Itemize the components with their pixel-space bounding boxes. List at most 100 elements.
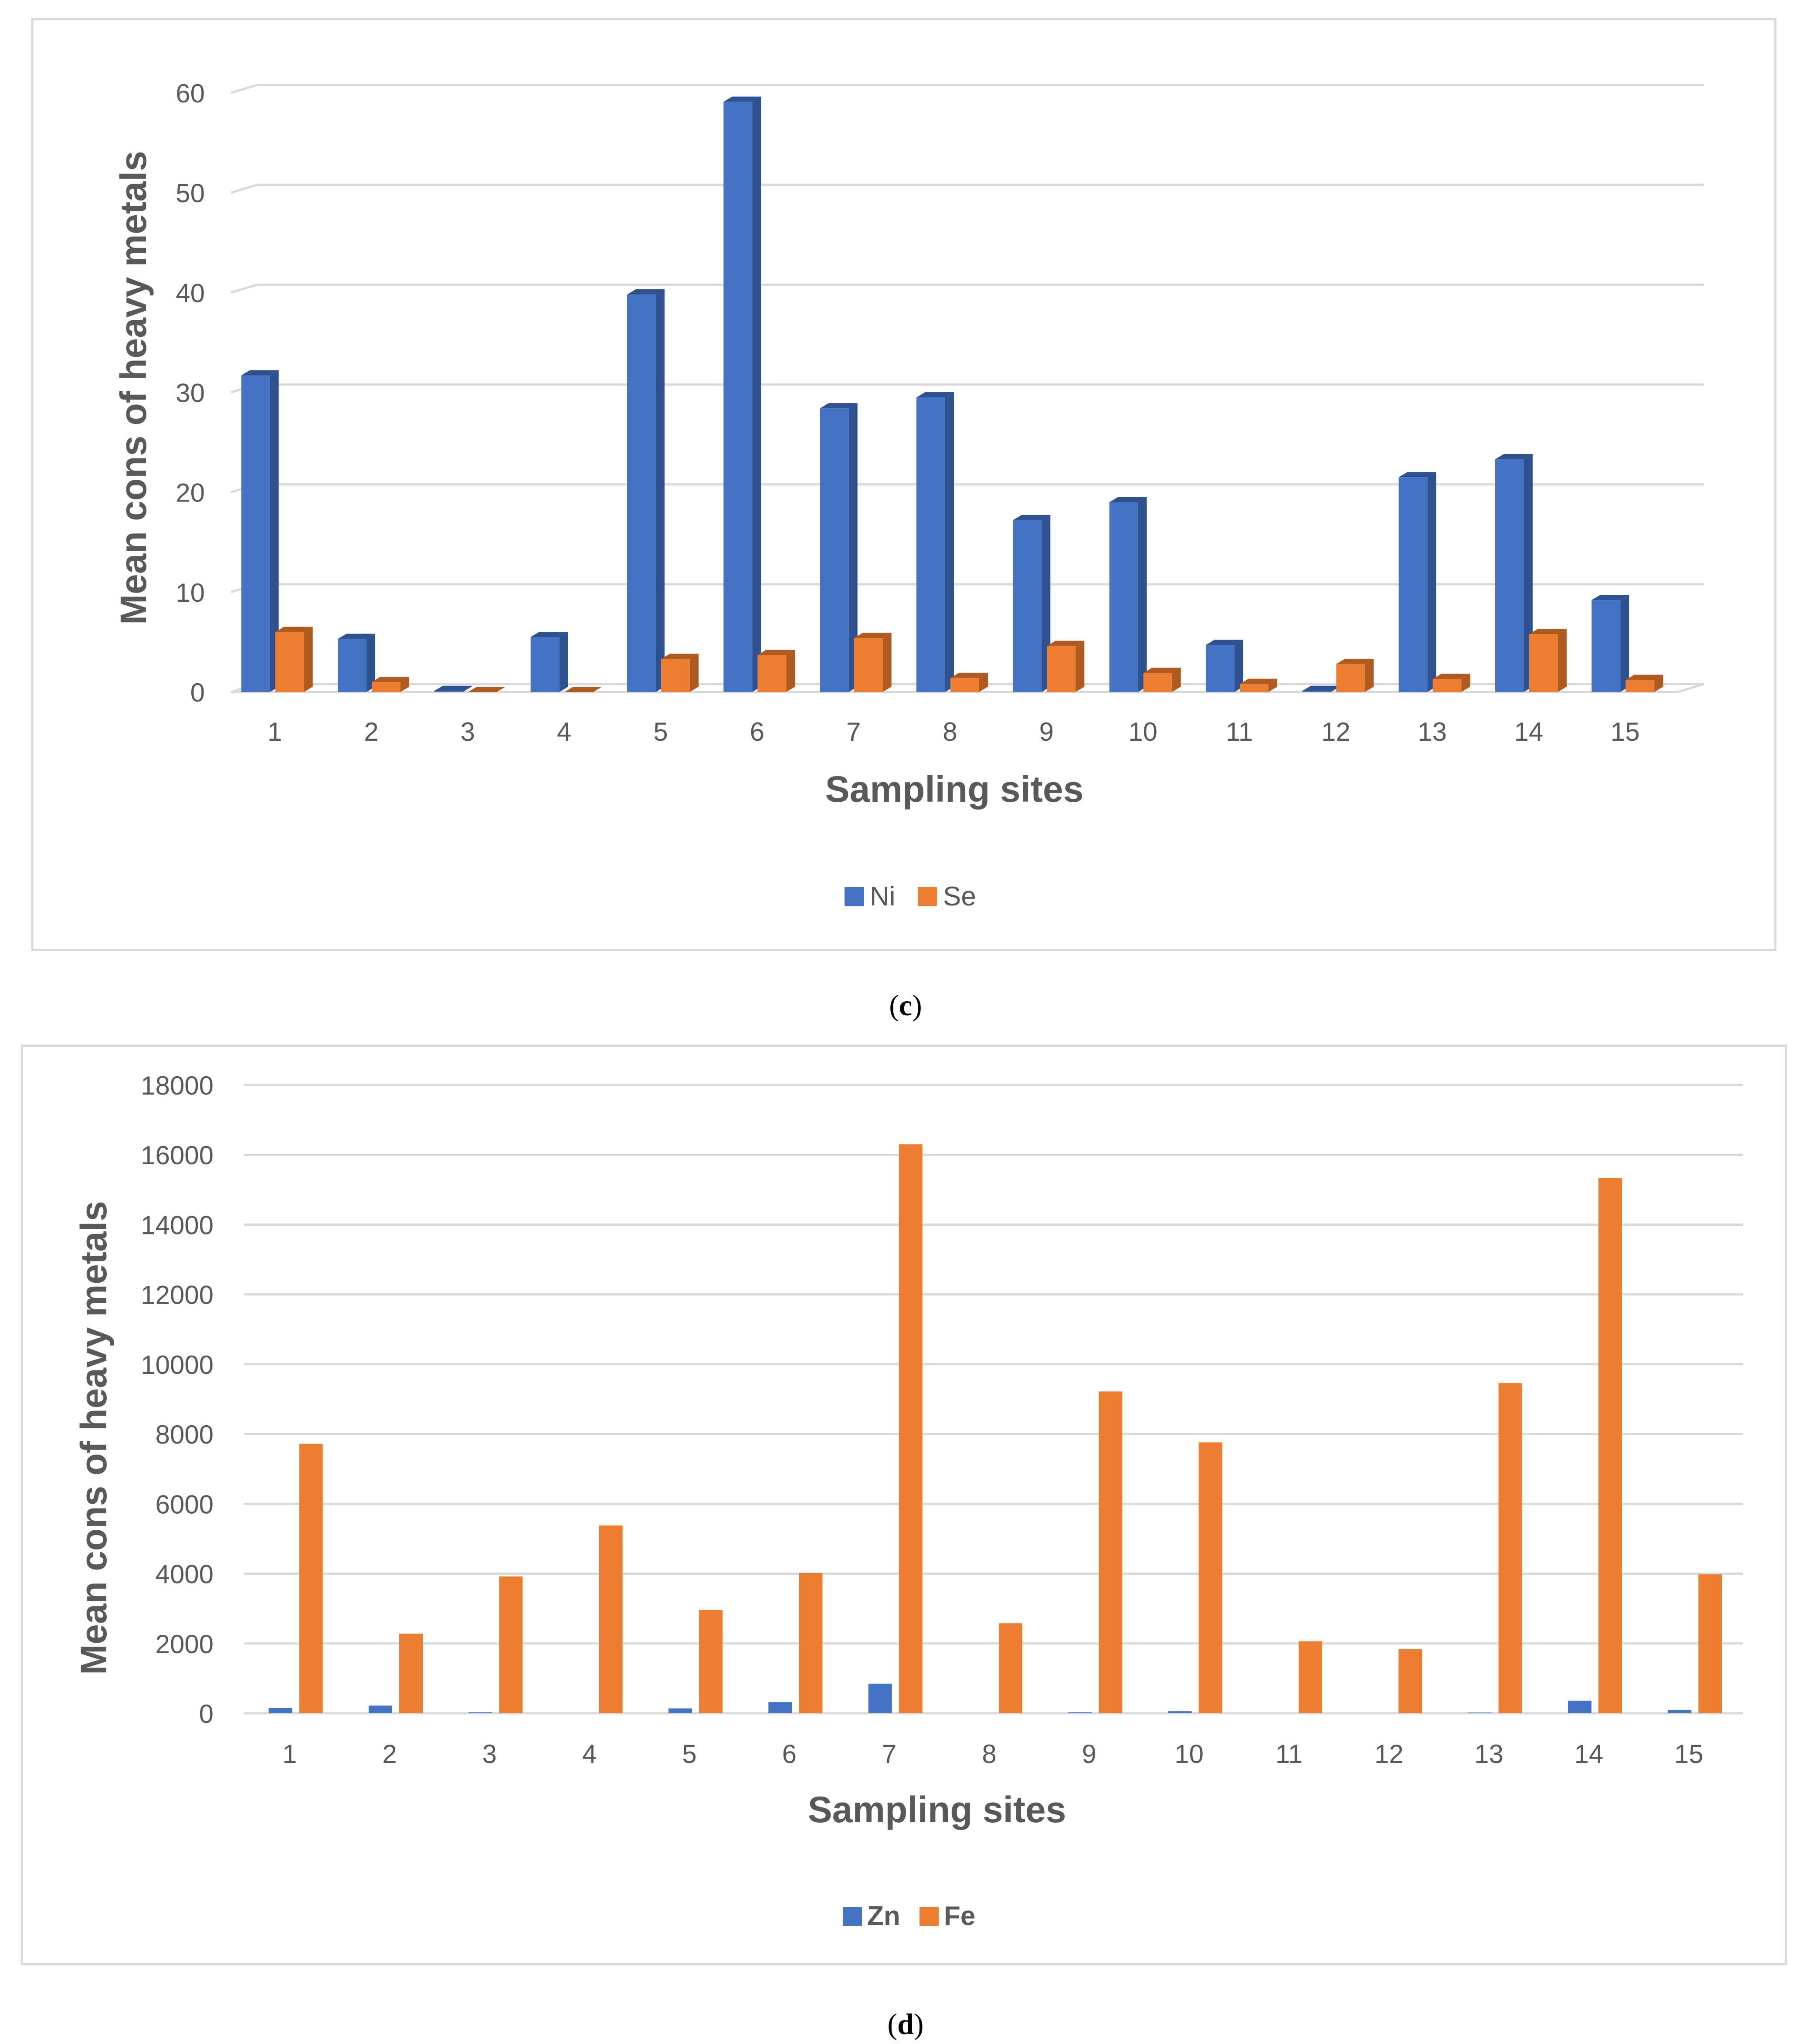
- x-tick-c-4: 4: [557, 717, 571, 746]
- gridline-c-50-slant: [231, 183, 258, 194]
- bar-c-front: [530, 637, 560, 692]
- bar-c-front: [1495, 459, 1524, 692]
- caption-d-close: ): [914, 2007, 924, 2041]
- bar-c-top: [372, 677, 409, 682]
- bar-c-top: [468, 687, 506, 692]
- bar-c-ni-9: [1013, 515, 1051, 692]
- y-tick-d-6000: 6000: [156, 1490, 214, 1519]
- x-tick-d-12: 12: [1374, 1739, 1404, 1769]
- bar-c-top: [1432, 674, 1470, 679]
- bar-c-ni-4: [530, 631, 568, 692]
- bar-d-fe-14: [1598, 1178, 1622, 1713]
- bar-c-ni-15: [1591, 595, 1629, 692]
- bar-c-side: [1654, 675, 1663, 692]
- bar-c-se-10: [1143, 668, 1181, 692]
- caption-c-close: ): [912, 989, 922, 1022]
- bar-c-front: [854, 638, 883, 692]
- bar-c-front: [1143, 673, 1172, 692]
- bar-c-se-5: [661, 654, 699, 692]
- bar-d-zn-7: [868, 1683, 892, 1713]
- bar-c-top: [916, 392, 954, 397]
- x-tick-c-11: 11: [1226, 717, 1253, 746]
- x-tick-d-14: 14: [1574, 1739, 1604, 1769]
- chart-d-gridlines: [244, 1084, 1743, 1715]
- bar-c-top: [434, 685, 472, 691]
- bar-c-top: [854, 633, 892, 638]
- bar-c-front: [757, 655, 787, 692]
- legend-swatch-se: [918, 887, 937, 906]
- bar-c-top: [1336, 658, 1374, 664]
- bar-c-side: [366, 634, 375, 692]
- bar-c-side: [690, 654, 699, 692]
- bar-c-top: [1398, 472, 1436, 478]
- bar-c-top: [757, 650, 795, 655]
- bar-c-front: [1529, 634, 1558, 692]
- bar-d-zn-10: [1168, 1711, 1192, 1713]
- y-tick-d-2000: 2000: [156, 1630, 214, 1659]
- bar-c-front: [1240, 684, 1269, 692]
- x-tick-d-4: 4: [582, 1739, 597, 1769]
- bar-c-se-14: [1529, 629, 1567, 692]
- bar-c-side: [882, 633, 892, 692]
- bar-c-top: [723, 96, 761, 102]
- bar-d-fe-2: [399, 1634, 423, 1713]
- chart-c-y-ticks: 0 10 20 30 40 50 60: [176, 79, 205, 707]
- caption-c-open: (: [889, 989, 899, 1022]
- bar-d-fe-13: [1498, 1383, 1522, 1713]
- bar-c-front: [338, 639, 366, 692]
- bar-c-top: [661, 654, 699, 659]
- bar-c-side: [1076, 641, 1085, 692]
- bar-d-zn-2: [369, 1705, 392, 1713]
- bar-c-ni-3: [434, 685, 472, 692]
- bar-d-fe-11: [1299, 1641, 1322, 1713]
- bar-c-top: [1047, 641, 1085, 646]
- bar-d-zn-5: [668, 1708, 692, 1713]
- y-tick-c-0: 0: [190, 678, 205, 707]
- bar-c-side: [1427, 472, 1436, 692]
- bar-d-zn-14: [1568, 1701, 1591, 1713]
- y-tick-c-10: 10: [176, 578, 205, 607]
- x-tick-d-3: 3: [482, 1739, 497, 1769]
- bar-c-ni-7: [820, 403, 858, 692]
- bar-c-se-11: [1240, 678, 1277, 692]
- bar-c-side: [1620, 595, 1629, 692]
- bar-d-zn-3: [468, 1712, 492, 1713]
- chart-d-x-axis-title: Sampling sites: [808, 1789, 1066, 1830]
- bar-c-front: [916, 397, 945, 692]
- chart-c-floor-right: [1677, 683, 1704, 693]
- bar-c-se-9: [1047, 641, 1085, 692]
- x-tick-d-10: 10: [1174, 1739, 1204, 1769]
- bar-d-zn-15: [1668, 1709, 1692, 1713]
- bar-d-fe-15: [1698, 1574, 1722, 1713]
- y-tick-d-12000: 12000: [141, 1281, 214, 1310]
- chart-c-x-ticks: 1 2 3 4 5 6 7 8 9 10 11 12 13 14 15: [268, 717, 1640, 746]
- bar-c-side: [1269, 678, 1277, 692]
- caption-c: (c): [889, 989, 922, 1022]
- y-tick-d-0: 0: [199, 1699, 214, 1729]
- bar-c-side: [945, 392, 954, 692]
- x-tick-d-8: 8: [982, 1739, 996, 1769]
- legend-label-zn: Zn: [867, 1901, 900, 1931]
- bar-c-side: [979, 672, 988, 692]
- bar-c-top: [820, 403, 858, 409]
- bar-c-ni-8: [916, 392, 954, 692]
- x-tick-c-2: 2: [364, 717, 378, 746]
- bar-d-zn-9: [1068, 1712, 1092, 1713]
- legend-swatch-ni: [845, 887, 864, 906]
- bar-c-top: [275, 627, 313, 632]
- caption-c-letter: c: [899, 989, 912, 1022]
- bar-c-front: [1625, 680, 1655, 692]
- caption-d-open: (: [887, 2007, 897, 2041]
- y-tick-d-10000: 10000: [141, 1350, 214, 1380]
- legend-label-fe: Fe: [944, 1901, 975, 1931]
- bar-c-se-2: [372, 677, 409, 692]
- bar-c-front: [1398, 477, 1428, 692]
- chart-c-legend: Ni Se: [845, 881, 976, 912]
- bar-c-top: [627, 289, 665, 295]
- bar-d-fe-6: [799, 1573, 823, 1713]
- bar-c-front: [1591, 600, 1621, 692]
- bar-c-top: [564, 687, 602, 692]
- bar-c-ni-13: [1398, 472, 1436, 692]
